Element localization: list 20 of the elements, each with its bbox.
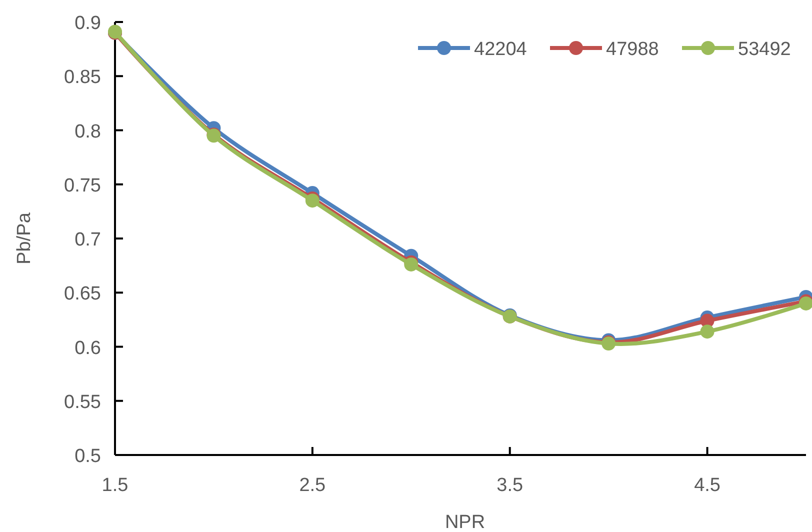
x-tick-label: 1.5 (102, 475, 128, 496)
y-tick-label: 0.65 (64, 284, 101, 305)
x-tick-label: 2.5 (299, 475, 326, 496)
y-tick-label: 0.85 (64, 67, 101, 88)
y-axis-title: Pb/Pa (14, 212, 35, 264)
y-tick-label: 0.9 (74, 13, 101, 34)
legend-label: 47988 (606, 39, 659, 60)
point (305, 194, 320, 208)
point (700, 324, 714, 339)
y-tick-label: 0.5 (74, 446, 101, 467)
x-tick-label: 4.5 (694, 475, 720, 496)
x-axis-title: NPR (444, 512, 486, 532)
y-tick-label: 0.7 (74, 230, 101, 250)
legend-label: 42204 (474, 39, 528, 60)
legend-label: 53492 (738, 39, 791, 60)
y-tick-label: 0.75 (64, 175, 101, 196)
y-tick-label: 0.8 (74, 121, 101, 142)
x-tick-label: 3.5 (496, 475, 524, 496)
y-tick-label: 0.55 (64, 392, 101, 413)
y-tick-label: 0.6 (74, 338, 101, 359)
